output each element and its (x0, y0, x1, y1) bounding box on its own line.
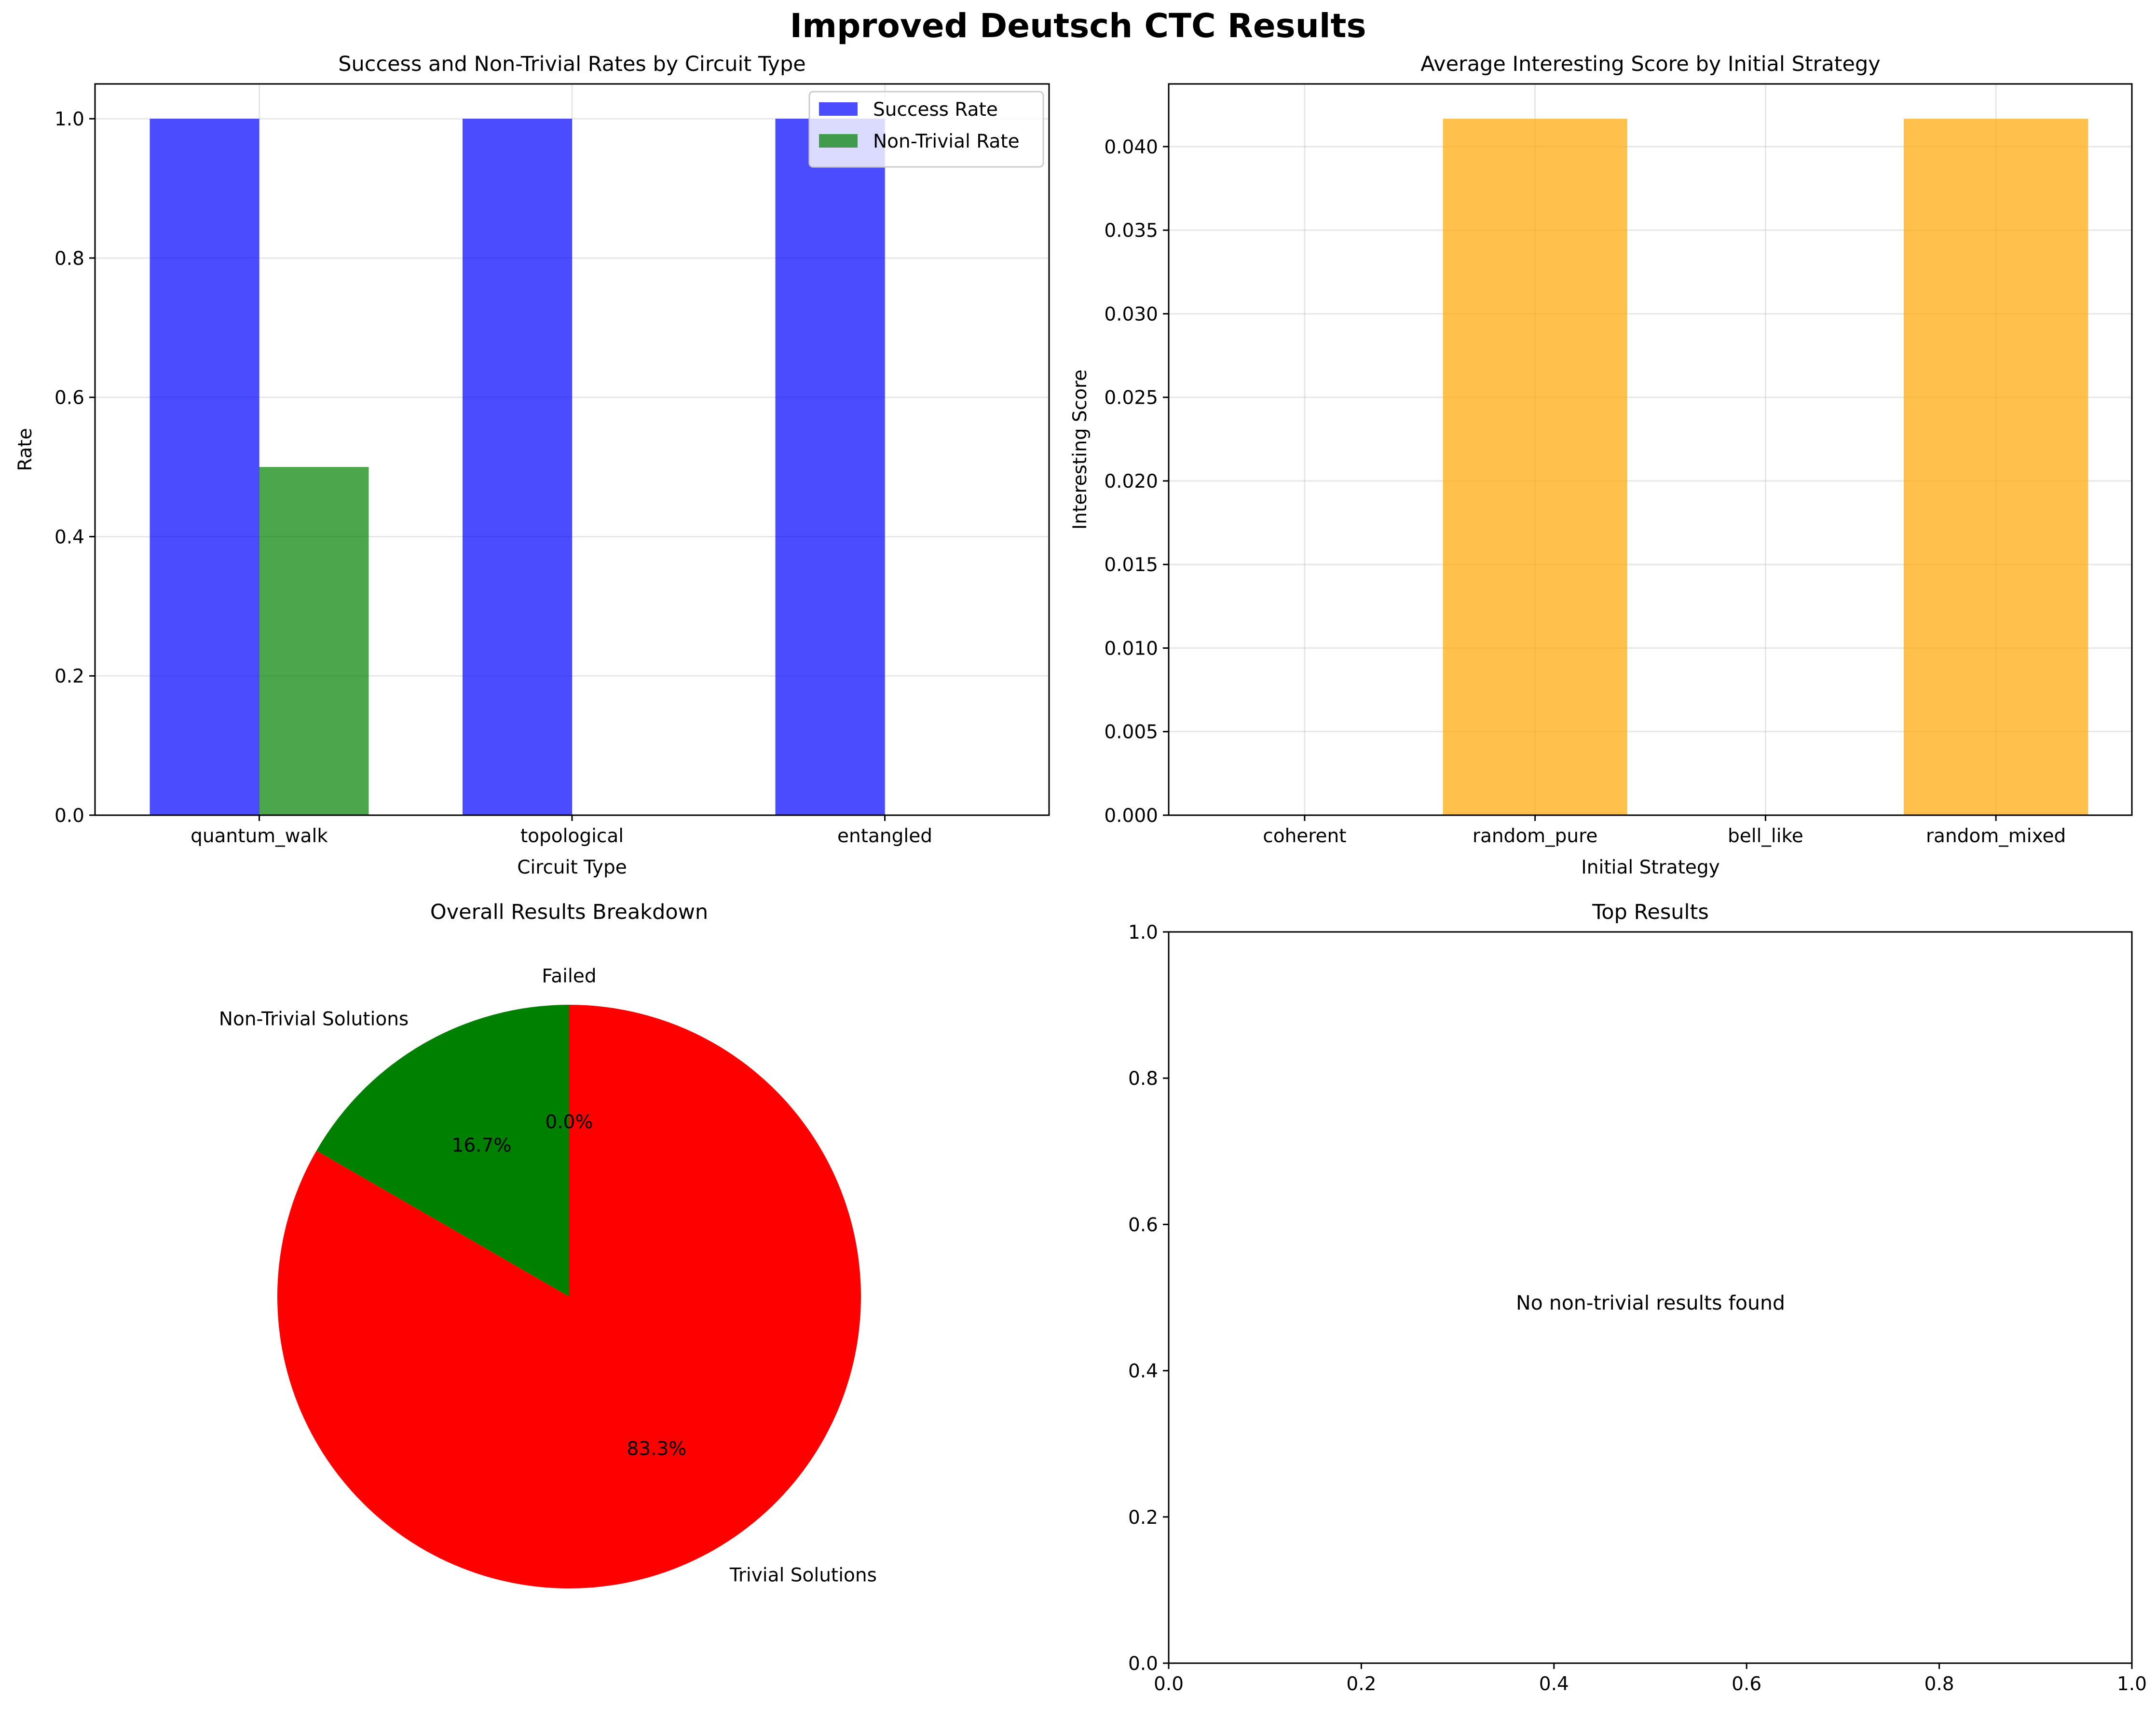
panel-strategy-score-xlabel: Initial Strategy (1581, 857, 1719, 878)
pie-label-2: Failed (542, 966, 596, 987)
y-tick-label: 0.8 (1128, 1068, 1158, 1090)
y-tick-label: 0.005 (1104, 722, 1158, 743)
panel-top-results: 0.0 0.2 0.4 0.6 0.8 1.0 0.0 0.2 0.4 0.6 0.8 1.0 Top… (1128, 900, 2147, 1695)
figure-suptitle: Improved Deutsch CTC Results (790, 7, 1366, 45)
y-tick-label: 0.020 (1104, 471, 1158, 492)
y-tick-label: 0.025 (1104, 387, 1158, 409)
pie-label-1: Trivial Solutions (729, 1564, 877, 1586)
panel-circuit-rates-legend: Success Rate Non-Trivial Rate (808, 91, 1044, 168)
panel-circuit-rates-title: Success and Non-Trivial Rates by Circuit… (338, 52, 805, 76)
panel-strategy-score-ylabel: Interesting Score (1069, 369, 1091, 530)
panel-overall-breakdown: Overall Results Breakdown Non-Trivial So… (219, 900, 877, 1588)
x-tick-label: bell_like (1728, 825, 1803, 847)
x-tick-label: random_mixed (1926, 825, 2066, 847)
panel-top-results-frame (1168, 931, 2133, 1664)
panel-circuit-rates-xlabel: Circuit Type (517, 857, 627, 878)
y-tick-label: 0.015 (1104, 554, 1158, 576)
bar-score-random_mixed (1904, 119, 2088, 815)
y-tick-label: 0.0 (55, 805, 84, 827)
y-tick-label: 0.6 (55, 387, 84, 409)
legend-swatch-success (819, 102, 858, 116)
y-tick-label: 0.035 (1104, 220, 1158, 242)
panel-circuit-rates: quantum_walk topological entangled 0.0 0.2 0.… (14, 52, 1050, 878)
bar-success-entangled (775, 119, 885, 816)
pie-slice-1 (277, 1005, 861, 1588)
x-tick-label: 0.0 (1154, 1673, 1184, 1695)
y-tick-label: 0.4 (55, 526, 84, 548)
panel-overall-breakdown-title: Overall Results Breakdown (430, 900, 708, 924)
pie-slice-0 (316, 1005, 569, 1297)
x-tick-label: topological (520, 825, 624, 847)
y-tick-label: 0.2 (55, 666, 84, 687)
pie-percent-2: 0.0% (545, 1111, 593, 1133)
y-tick-label: 0.040 (1104, 137, 1158, 158)
pie-label-0: Non-Trivial Solutions (219, 1009, 409, 1030)
legend-box (808, 91, 1044, 168)
x-tick-label: coherent (1263, 825, 1346, 847)
y-tick-label: 0.4 (1128, 1361, 1158, 1382)
panel-strategy-score-title: Average Interesting Score by Initial Str… (1420, 52, 1881, 76)
legend-label-success: Success Rate (873, 99, 998, 121)
x-tick-label: entangled (837, 825, 932, 847)
x-tick-label: 0.8 (1924, 1673, 1954, 1695)
y-tick-label: 1.0 (1128, 922, 1158, 943)
pie-percent-0: 16.7% (452, 1135, 512, 1157)
legend-label-nontrivial: Non-Trivial Rate (873, 131, 1020, 152)
x-tick-label: quantum_walk (191, 825, 328, 847)
x-tick-label: 0.4 (1539, 1673, 1569, 1695)
x-tick-label: random_pure (1473, 825, 1597, 847)
y-tick-label: 0.030 (1104, 303, 1158, 325)
bar-nontrivial-quantum_walk (259, 467, 369, 815)
x-tick-label: 0.2 (1346, 1673, 1376, 1695)
panel-top-results-title: Top Results (1592, 900, 1709, 924)
y-tick-label: 1.0 (55, 109, 84, 130)
bar-score-random_pure (1443, 119, 1627, 815)
bar-success-topological (463, 119, 572, 816)
x-tick-label: 0.6 (1732, 1673, 1761, 1695)
y-tick-label: 0.000 (1104, 805, 1158, 827)
panel-top-results-annotation: No non-trivial results found (1516, 1291, 1785, 1314)
panel-strategy-score: coherent random_pure bell_like random_mixed… (1069, 52, 2133, 878)
y-tick-label: 0.0 (1128, 1653, 1158, 1675)
y-tick-label: 0.2 (1128, 1507, 1158, 1529)
panel-circuit-rates-ylabel: Rate (14, 428, 36, 471)
x-tick-label: 1.0 (2117, 1673, 2147, 1695)
legend-swatch-nontrivial (819, 134, 858, 148)
y-tick-label: 0.010 (1104, 638, 1158, 659)
y-tick-label: 0.6 (1128, 1214, 1158, 1236)
pie-percent-1: 83.3% (627, 1438, 687, 1460)
panel-strategy-score-frame (1168, 83, 2133, 816)
y-tick-label: 0.8 (55, 248, 84, 270)
bar-success-quantum_walk (150, 119, 259, 816)
